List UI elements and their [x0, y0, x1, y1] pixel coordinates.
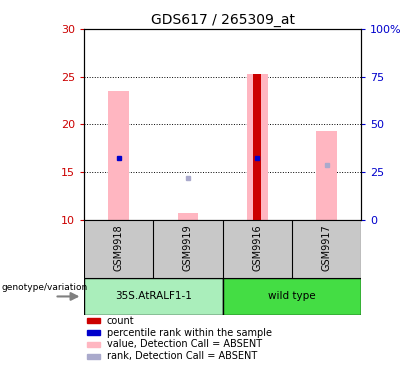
Text: count: count [107, 316, 134, 326]
Text: percentile rank within the sample: percentile rank within the sample [107, 328, 272, 337]
Text: value, Detection Call = ABSENT: value, Detection Call = ABSENT [107, 340, 262, 350]
Text: GSM9919: GSM9919 [183, 224, 193, 271]
Text: GSM9917: GSM9917 [322, 224, 331, 271]
Bar [178, 213, 198, 220]
Bar [87, 318, 100, 324]
Text: 35S.AtRALF1-1: 35S.AtRALF1-1 [115, 291, 192, 302]
Bar [87, 354, 100, 359]
Text: rank, Detection Call = ABSENT: rank, Detection Call = ABSENT [107, 351, 257, 361]
Bar [316, 131, 337, 220]
Bar [223, 278, 361, 315]
Bar [247, 74, 268, 220]
Text: genotype/variation: genotype/variation [2, 283, 88, 292]
Bar [87, 342, 100, 347]
Text: GSM9918: GSM9918 [114, 224, 123, 271]
Text: wild type: wild type [268, 291, 316, 302]
Bar [108, 91, 129, 220]
Bar [84, 278, 223, 315]
Title: GDS617 / 265309_at: GDS617 / 265309_at [151, 13, 294, 27]
Text: GSM9916: GSM9916 [252, 224, 262, 271]
Bar [253, 74, 261, 220]
Bar [87, 330, 100, 335]
